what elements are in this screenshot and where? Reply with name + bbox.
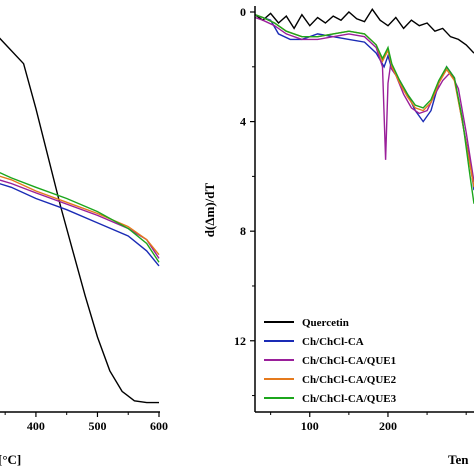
left-series-line-2 xyxy=(0,179,160,259)
right-y-tick-label: 12 xyxy=(234,334,246,348)
left-panel: 400 500 600 [°C] xyxy=(0,37,168,467)
left-plot-area xyxy=(0,37,160,404)
left-series-line-0 xyxy=(0,37,159,404)
right-x-tick-label: 200 xyxy=(379,419,397,433)
right-series-line-4 xyxy=(254,14,474,204)
right-y-tick-label: 4 xyxy=(240,115,246,129)
left-x-tick-label: 400 xyxy=(27,419,45,433)
right-y-tick-label: 8 xyxy=(240,224,246,238)
left-x-tick-label: 500 xyxy=(88,419,106,433)
right-x-ticks: 100 200 xyxy=(270,412,467,433)
right-x-tick-label: 100 xyxy=(301,419,319,433)
right-y-tick-label: 0 xyxy=(240,5,246,19)
right-y-ticks: 0 4 8 12 xyxy=(234,5,255,397)
left-axes xyxy=(0,411,160,413)
right-series-line-2 xyxy=(254,16,474,183)
legend-label: Ch/ChCl-CA/QUE2 xyxy=(302,374,397,386)
legend-label: Quercetin xyxy=(302,317,349,329)
right-series-line-0 xyxy=(254,8,474,54)
right-x-axis-title: Ten xyxy=(448,452,469,467)
left-series-line-1 xyxy=(0,183,160,267)
right-axes xyxy=(254,6,474,413)
left-x-tick-label: 600 xyxy=(150,419,168,433)
right-plot-area xyxy=(254,8,474,204)
right-panel: 0 4 8 12 100 200 d(Δm)/dT Ten Quercetin Ch/Ch… xyxy=(202,5,474,467)
legend-label: Ch/ChCl-CA/QUE1 xyxy=(302,355,396,367)
right-series-line-3 xyxy=(254,14,474,188)
legend-label: Ch/ChCl-CA xyxy=(302,336,364,348)
left-x-axis-title: [°C] xyxy=(0,452,21,467)
left-series-line-3 xyxy=(0,175,160,256)
right-y-axis-title: d(Δm)/dT xyxy=(202,182,217,237)
left-series-line-4 xyxy=(0,171,160,263)
left-x-ticks: 400 500 600 xyxy=(4,412,168,433)
legend: Quercetin Ch/ChCl-CA Ch/ChCl-CA/QUE1 Ch/ChC… xyxy=(264,317,397,405)
right-series-line-1 xyxy=(254,14,474,191)
legend-label: Ch/ChCl-CA/QUE3 xyxy=(302,393,397,405)
